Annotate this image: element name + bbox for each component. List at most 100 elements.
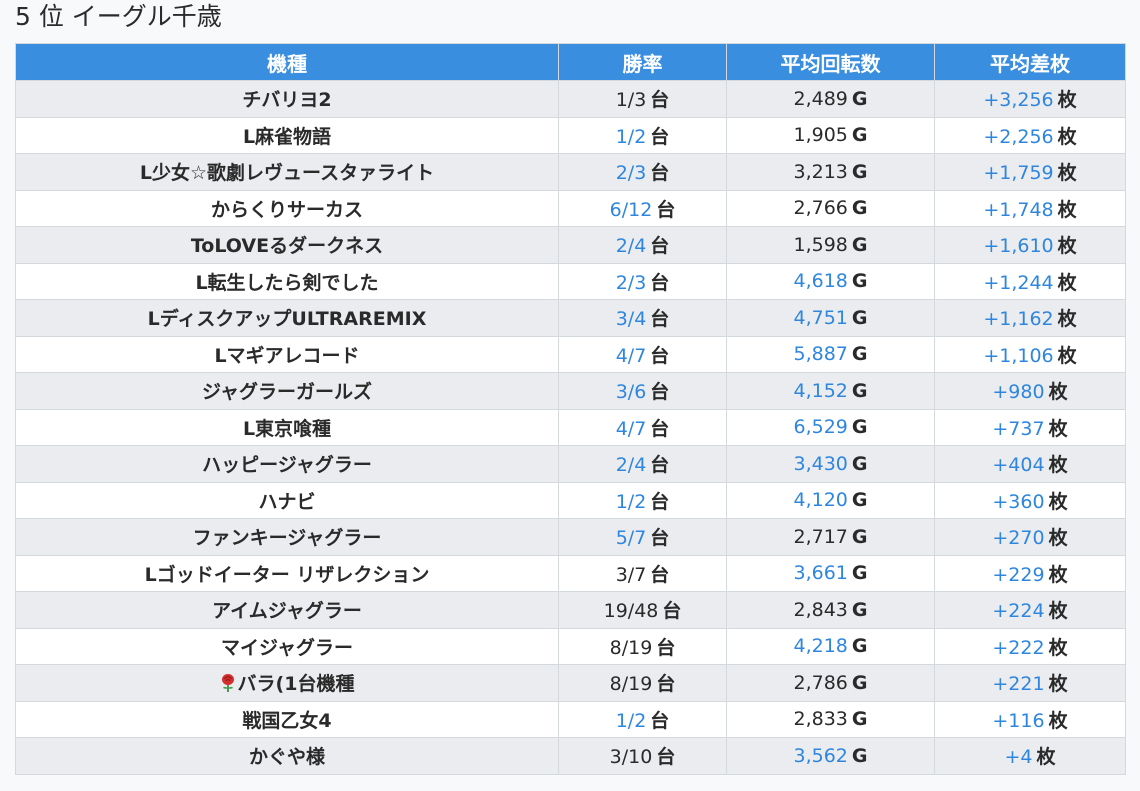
avg-diff-value[interactable]: +3,256 xyxy=(983,89,1054,112)
avg-spins-value[interactable]: 5,887 xyxy=(793,343,848,366)
table-row[interactable]: L少女☆歌劇レヴュースタァライト 2/3 台 3,213 G +1,759 枚 xyxy=(15,153,1126,191)
avg-spins-value[interactable]: 3,661 xyxy=(793,562,848,585)
win-rate-value[interactable]: 4/7 xyxy=(615,417,647,440)
table-row[interactable]: ファンキージャグラー 5/7 台 2,717 G +270 枚 xyxy=(15,518,1126,556)
machine-name-cell[interactable]: マイジャグラー xyxy=(15,627,559,665)
machine-name-cell[interactable]: からくりサーカス xyxy=(15,189,559,227)
avg-spins-value[interactable]: 4,120 xyxy=(793,489,848,512)
avg-spins-value[interactable]: 4,152 xyxy=(793,379,848,402)
win-rate-value[interactable]: 2/3 xyxy=(615,271,647,294)
avg-diff-value[interactable]: +404 xyxy=(992,454,1045,477)
win-rate-value[interactable]: 2/3 xyxy=(615,162,647,185)
machine-name-cell[interactable]: Lゴッドイーター リザレクション xyxy=(15,554,559,592)
avg-diff-value[interactable]: +4 xyxy=(1004,746,1033,769)
machine-name-cell[interactable]: チバリヨ2 xyxy=(15,80,559,118)
avg-spins-value[interactable]: 3,430 xyxy=(793,452,848,475)
avg-diff-unit: 枚 xyxy=(1048,563,1068,586)
win-rate-value[interactable]: 1/2 xyxy=(615,490,647,513)
table-row[interactable]: L転生したら剣でした 2/3 台 4,618 G +1,244 枚 xyxy=(15,262,1126,300)
avg-diff-cell: +1,162 枚 xyxy=(934,299,1126,337)
avg-spins-value[interactable]: 3,562 xyxy=(793,744,848,767)
avg-diff-unit: 枚 xyxy=(1048,490,1068,513)
win-rate-value[interactable]: 2/4 xyxy=(615,454,647,477)
avg-diff-value[interactable]: +270 xyxy=(992,527,1045,550)
avg-diff-value[interactable]: +221 xyxy=(992,673,1045,696)
win-rate-value[interactable]: 1/2 xyxy=(615,125,647,148)
column-header-avg-spins[interactable]: 平均回転数 xyxy=(726,43,935,81)
table-row[interactable]: かぐや様 3/10 台 3,562 G +4 枚 xyxy=(15,737,1126,775)
machine-name-cell[interactable]: L東京喰種 xyxy=(15,408,559,446)
table-row[interactable]: バラ(1台機種 8/19 台 2,786 G +221 枚 xyxy=(15,664,1126,702)
avg-diff-unit: 枚 xyxy=(1048,417,1068,440)
avg-spins-value[interactable]: 6,529 xyxy=(793,416,848,439)
win-rate-value[interactable]: 4/7 xyxy=(615,344,647,367)
rose-icon xyxy=(221,674,234,693)
machine-name-cell[interactable]: L少女☆歌劇レヴュースタァライト xyxy=(15,153,559,191)
machine-name-cell[interactable]: L転生したら剣でした xyxy=(15,262,559,300)
machine-name-cell[interactable]: Lマギアレコード xyxy=(15,335,559,373)
machine-name-cell[interactable]: ハナビ xyxy=(15,481,559,519)
avg-diff-value[interactable]: +980 xyxy=(992,381,1045,404)
machine-name-cell[interactable]: ファンキージャグラー xyxy=(15,518,559,556)
machine-name-cell[interactable]: LディスクアップULTRAREMIX xyxy=(15,299,559,337)
win-rate-value[interactable]: 3/4 xyxy=(615,308,647,331)
table-row[interactable]: ToLOVEるダークネス 2/4 台 1,598 G +1,610 枚 xyxy=(15,226,1126,264)
table-row[interactable]: L麻雀物語 1/2 台 1,905 G +2,256 枚 xyxy=(15,116,1126,154)
table-row[interactable]: からくりサーカス 6/12 台 2,766 G +1,748 枚 xyxy=(15,189,1126,227)
column-header-machine[interactable]: 機種 xyxy=(15,43,559,81)
machine-name: ToLOVEるダークネス xyxy=(190,235,384,258)
table-row[interactable]: LディスクアップULTRAREMIX 3/4 台 4,751 G +1,162 枚 xyxy=(15,299,1126,337)
table-row[interactable]: ハナビ 1/2 台 4,120 G +360 枚 xyxy=(15,481,1126,519)
table-row[interactable]: ジャグラーガールズ 3/6 台 4,152 G +980 枚 xyxy=(15,372,1126,410)
win-rate-unit: 台 xyxy=(650,490,670,513)
table-row[interactable]: ハッピージャグラー 2/4 台 3,430 G +404 枚 xyxy=(15,445,1126,483)
avg-diff-value[interactable]: +1,748 xyxy=(983,198,1054,221)
avg-diff-value[interactable]: +737 xyxy=(992,417,1045,440)
column-header-win-rate[interactable]: 勝率 xyxy=(558,43,727,81)
machine-name-cell[interactable]: L麻雀物語 xyxy=(15,116,559,154)
avg-diff-value[interactable]: +222 xyxy=(992,636,1045,659)
win-rate-cell: 1/2 台 xyxy=(558,116,727,154)
machine-name: Lマギアレコード xyxy=(214,344,360,367)
machine-name-cell[interactable]: アイムジャグラー xyxy=(15,591,559,629)
avg-diff-value[interactable]: +1,162 xyxy=(983,308,1054,331)
machine-name-cell[interactable]: かぐや様 xyxy=(15,737,559,775)
machine-name-cell[interactable]: 戦国乙女4 xyxy=(15,700,559,738)
win-rate-value[interactable]: 3/6 xyxy=(615,381,647,404)
avg-diff-value[interactable]: +116 xyxy=(992,709,1045,732)
table-row[interactable]: L東京喰種 4/7 台 6,529 G +737 枚 xyxy=(15,408,1126,446)
avg-spins-value[interactable]: 4,751 xyxy=(793,306,848,329)
table-row[interactable]: Lゴッドイーター リザレクション 3/7 台 3,661 G +229 枚 xyxy=(15,554,1126,592)
win-rate-value[interactable]: 5/7 xyxy=(615,527,647,550)
win-rate-value: 8/19 xyxy=(609,673,653,696)
machine-name: からくりサーカス xyxy=(210,198,363,221)
table-row[interactable]: Lマギアレコード 4/7 台 5,887 G +1,106 枚 xyxy=(15,335,1126,373)
avg-diff-value[interactable]: +1,244 xyxy=(983,271,1054,294)
machine-name-cell[interactable]: バラ(1台機種 xyxy=(15,664,559,702)
table-row[interactable]: マイジャグラー 8/19 台 4,218 G +222 枚 xyxy=(15,627,1126,665)
table-row[interactable]: 戦国乙女4 1/2 台 2,833 G +116 枚 xyxy=(15,700,1126,738)
table-row[interactable]: チバリヨ2 1/3 台 2,489 G +3,256 枚 xyxy=(15,80,1126,118)
avg-diff-value[interactable]: +224 xyxy=(992,600,1045,623)
avg-diff-value[interactable]: +1,759 xyxy=(983,162,1054,185)
avg-spins-unit: G xyxy=(851,525,868,548)
machine-name-cell[interactable]: ハッピージャグラー xyxy=(15,445,559,483)
avg-diff-value[interactable]: +229 xyxy=(992,563,1045,586)
machine-name-cell[interactable]: ジャグラーガールズ xyxy=(15,372,559,410)
win-rate-value: 8/19 xyxy=(609,636,653,659)
machine-name-cell[interactable]: ToLOVEるダークネス xyxy=(15,226,559,264)
avg-diff-value[interactable]: +2,256 xyxy=(983,125,1054,148)
avg-spins-cell: 3,562 G xyxy=(726,737,935,775)
table-row[interactable]: アイムジャグラー 19/48 台 2,843 G +224 枚 xyxy=(15,591,1126,629)
avg-spins-value[interactable]: 4,618 xyxy=(793,270,848,293)
avg-diff-value[interactable]: +1,106 xyxy=(983,344,1054,367)
machine-name: バラ(1台機種 xyxy=(237,673,355,696)
avg-diff-value[interactable]: +1,610 xyxy=(983,235,1054,258)
win-rate-value[interactable]: 6/12 xyxy=(609,198,653,221)
avg-diff-value[interactable]: +360 xyxy=(992,490,1045,513)
win-rate-value[interactable]: 1/2 xyxy=(615,709,647,732)
avg-spins-value: 2,843 xyxy=(793,598,848,621)
avg-spins-value[interactable]: 4,218 xyxy=(793,635,848,658)
win-rate-value[interactable]: 2/4 xyxy=(615,235,647,258)
column-header-avg-diff[interactable]: 平均差枚 xyxy=(934,43,1126,81)
